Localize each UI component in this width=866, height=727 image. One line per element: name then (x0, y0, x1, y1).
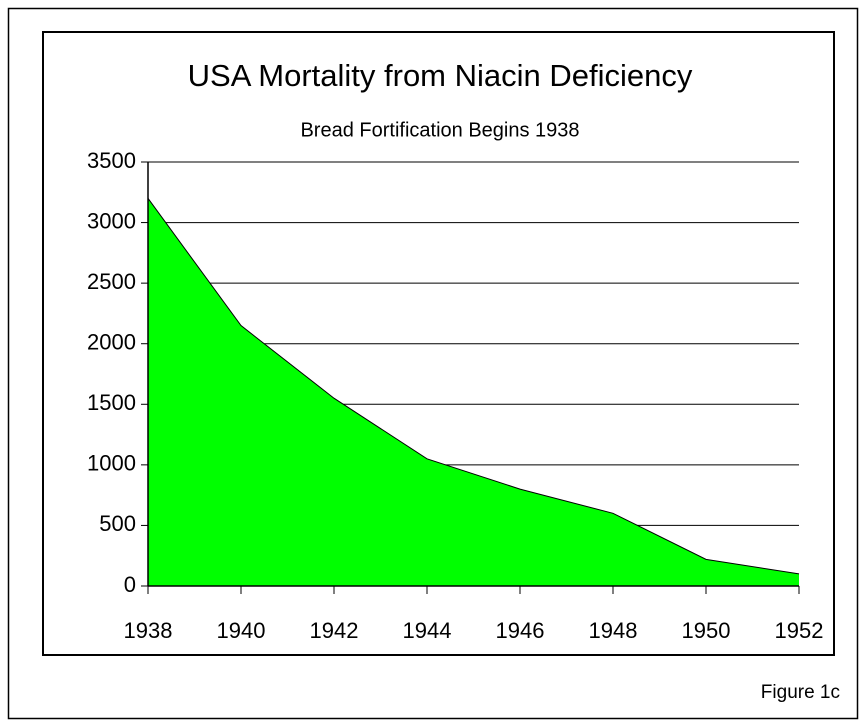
y-tick-label: 0 (124, 572, 136, 597)
area-outline (147, 198, 800, 575)
chart-subtitle: Bread Fortification Begins 1938 (300, 119, 579, 141)
x-tick-label: 1942 (310, 618, 359, 643)
y-tick-label: 3500 (87, 148, 136, 173)
x-tick-label: 1948 (589, 618, 638, 643)
x-tick-label: 1940 (217, 618, 266, 643)
x-tick-label: 1938 (124, 618, 173, 643)
y-tick-label: 1500 (87, 390, 136, 415)
x-tick-label: 1952 (775, 618, 824, 643)
y-tick-label: 2500 (87, 269, 136, 294)
x-tick-label: 1950 (682, 618, 731, 643)
chart-title: USA Mortality from Niacin Deficiency (188, 58, 693, 93)
y-tick-label: 1000 (87, 451, 136, 476)
chart-frame (42, 31, 835, 656)
y-tick-label: 500 (99, 511, 136, 536)
y-tick-label: 3000 (87, 208, 136, 233)
y-tick-label: 2000 (87, 330, 136, 355)
figure-label: Figure 1c (761, 682, 840, 703)
outer-frame (7, 7, 859, 720)
area (148, 198, 799, 587)
x-tick-label: 1944 (403, 618, 452, 643)
x-tick-label: 1946 (496, 618, 545, 643)
